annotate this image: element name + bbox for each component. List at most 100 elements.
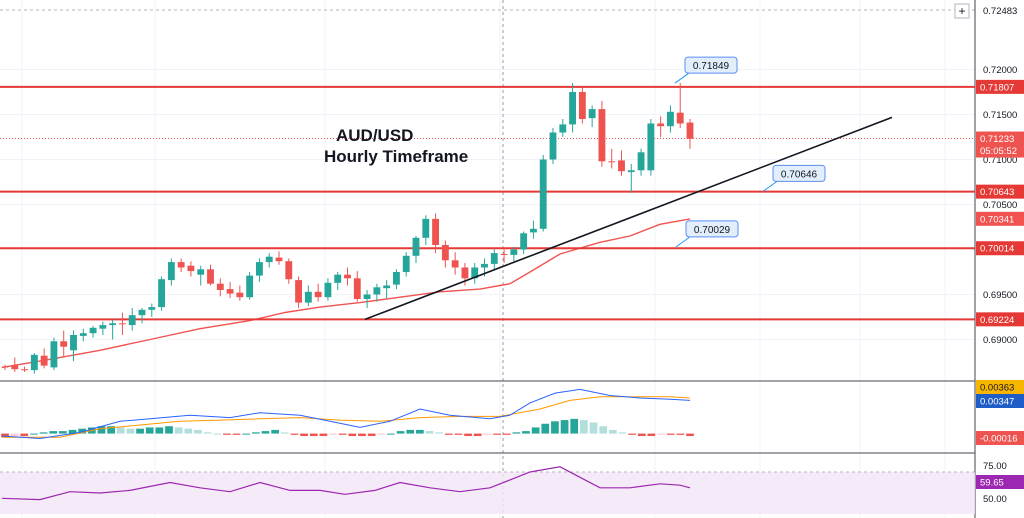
candle-body-50	[490, 253, 498, 264]
macd-histogram-bar-46	[444, 433, 453, 435]
level-tag-0-text: 0.71807	[980, 82, 1014, 93]
level-tag-1-box	[976, 184, 1024, 199]
candle-body-60	[588, 109, 596, 119]
candle-body-41	[402, 255, 410, 272]
candle-body-64	[627, 170, 635, 173]
candle-body-34	[334, 274, 342, 283]
callout-label-0: 0.71849	[693, 61, 730, 72]
macd-histogram-bar-13	[126, 428, 135, 434]
candle-body-44	[432, 218, 439, 245]
level-tag-2-box	[976, 241, 1024, 256]
macd-histogram-bar-63	[608, 429, 617, 434]
macd-histogram-bar-26	[251, 432, 260, 434]
candle-body-57	[559, 124, 567, 133]
candle-body-63	[618, 160, 625, 172]
level-tag-2-text: 0.70014	[980, 244, 1014, 255]
level-tag-3-box	[976, 312, 1024, 327]
macd-histogram-bar-6	[59, 431, 67, 434]
candle-body-0	[1, 366, 9, 368]
macd-histogram-bar-39	[377, 433, 386, 435]
candle-body-48	[471, 267, 479, 279]
macd-histogram-bar-10	[97, 426, 106, 434]
macd-histogram-bar-66	[637, 433, 646, 437]
callout-pointer-0	[674, 72, 690, 84]
macd-histogram-bar-17	[165, 426, 173, 434]
price-tick-label-0: 0.69000	[983, 335, 1017, 346]
candle-body-20	[197, 269, 205, 275]
macd-histogram-bar-60	[580, 420, 588, 434]
candle-body-18	[177, 262, 185, 268]
candle-body-55	[539, 159, 547, 229]
candle-body-54	[530, 228, 537, 233]
macd-histogram-bar-40	[387, 433, 395, 435]
macd-histogram-bar-14	[136, 428, 144, 434]
macd-histogram-bar-59	[570, 418, 579, 434]
macd-histogram-bar-38	[367, 433, 376, 437]
price-tick-label-2: 0.70500	[983, 200, 1017, 211]
ma-tag-text: 0.70341	[980, 214, 1014, 225]
title-line-1: AUD/USD	[336, 126, 413, 145]
macd-histogram-bar-45	[435, 432, 444, 434]
macd-histogram-bar-23	[223, 433, 231, 435]
plus-icon: +	[958, 4, 965, 18]
macd-pane	[1, 388, 694, 440]
candle-body-4	[40, 355, 48, 366]
candle-body-39	[383, 285, 391, 289]
candle-body-30	[295, 280, 302, 303]
macd-histogram-bar-8	[78, 428, 87, 434]
price-pane: 0.71849 0.70646 0.70029	[0, 56, 975, 374]
level-tag-0-box	[976, 79, 1024, 94]
candle-body-25	[246, 275, 254, 298]
rsi-value-box	[976, 475, 1024, 489]
macd-histogram-bar-62	[599, 426, 608, 434]
candle-body-19	[187, 265, 195, 272]
candle-body-10	[99, 325, 107, 329]
macd-histogram-bar-3	[30, 433, 38, 435]
rsi-tick-label-0: 75.00	[983, 461, 1007, 472]
macd-histogram-bar-31	[300, 433, 308, 437]
macd-histogram-bar-5	[49, 431, 58, 434]
candle-body-58	[569, 92, 576, 125]
candle-body-23	[226, 289, 234, 294]
candle-body-51	[500, 254, 508, 255]
rsi-band	[0, 472, 975, 514]
macd-histogram-bar-0	[1, 433, 9, 438]
candle-body-15	[148, 307, 156, 310]
macd-histogram-bar-65	[628, 433, 636, 435]
rsi-value-text: 59.65	[980, 478, 1004, 489]
ma-tag-box	[976, 211, 1024, 226]
macd-histogram-bar-42	[406, 429, 415, 434]
moving-average-line	[1, 218, 691, 369]
candle-body-8	[79, 333, 87, 336]
candle-body-65	[637, 152, 645, 171]
candle-body-35	[344, 274, 351, 279]
macd-histogram-bar-67	[647, 433, 656, 437]
macd-histogram-bar-44	[425, 431, 434, 434]
macd-signal-line	[2, 396, 691, 438]
current-price-text: 0.71233	[980, 134, 1014, 145]
macd-histogram-bar-1	[10, 433, 19, 437]
level-tag-1-text: 0.70643	[980, 187, 1014, 198]
candle-body-36	[353, 278, 361, 299]
macd-tag-1-text: 0.00347	[980, 397, 1014, 408]
add-button-box	[954, 3, 970, 19]
chart-title: AUD/USD Hourly Timeframe	[324, 126, 468, 166]
rsi-pane	[0, 466, 975, 514]
candle-body-62	[608, 161, 616, 163]
macd-histogram-bar-29	[280, 432, 289, 434]
macd-histogram-bar-33	[319, 433, 328, 437]
candle-body-6	[60, 341, 68, 347]
macd-tag-2-box	[976, 431, 1024, 445]
candle-body-29	[285, 261, 293, 280]
macd-histogram-bar-22	[213, 433, 222, 435]
macd-histogram-bar-28	[271, 429, 279, 434]
candle-body-56	[549, 132, 557, 160]
candle-body-2	[21, 369, 28, 371]
candle-body-70	[686, 122, 694, 139]
candle-body-45	[441, 245, 449, 261]
macd-histogram-bar-7	[68, 429, 77, 434]
macd-histogram-bar-57	[551, 421, 559, 434]
macd-tag-2-text: -0.00016	[980, 434, 1018, 445]
